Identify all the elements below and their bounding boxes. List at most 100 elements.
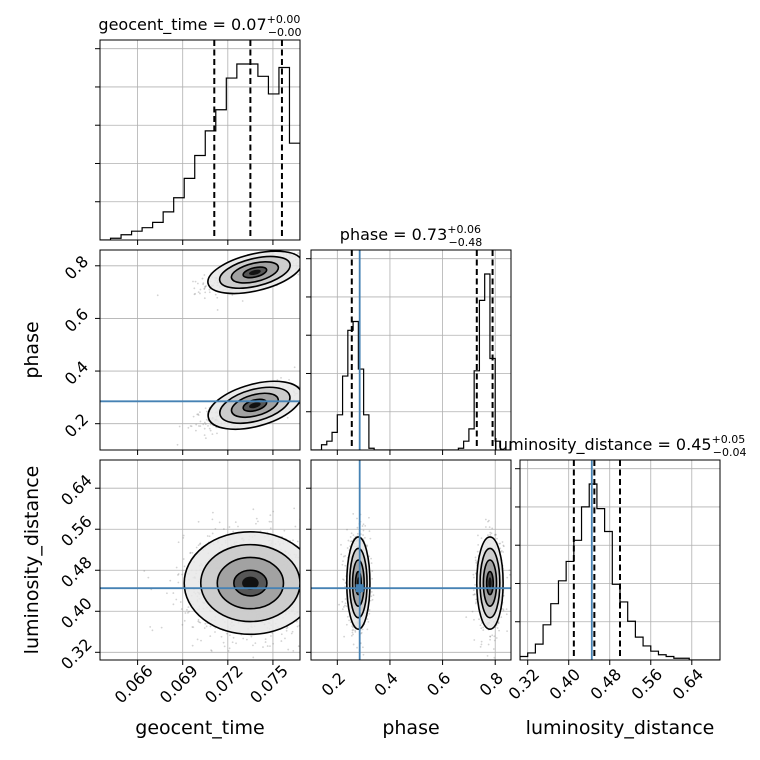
sample-point xyxy=(480,627,483,630)
contour-1 xyxy=(219,386,291,425)
sample-point xyxy=(328,567,330,569)
sample-point xyxy=(175,598,178,601)
sample-point xyxy=(181,573,183,576)
sample-point xyxy=(291,630,294,633)
sample-point xyxy=(307,576,309,578)
contour-3 xyxy=(233,569,268,597)
histogram-phase xyxy=(311,273,511,450)
contour-2 xyxy=(230,392,280,419)
sample-point xyxy=(344,564,347,567)
sample-point xyxy=(301,263,303,265)
sample-point xyxy=(502,544,505,547)
sample-point xyxy=(269,514,272,517)
sample-point xyxy=(211,532,214,535)
sample-point xyxy=(204,407,207,410)
sample-point xyxy=(293,366,296,369)
sample-point xyxy=(480,643,483,646)
sample-point xyxy=(269,635,272,637)
sample-point xyxy=(293,507,296,510)
sample-point xyxy=(497,622,500,624)
sample-point xyxy=(304,608,306,610)
sample-point xyxy=(211,511,214,514)
sample-point xyxy=(266,645,269,647)
histogram-geocent_time xyxy=(100,63,300,240)
sample-point xyxy=(354,630,357,633)
sample-point xyxy=(474,583,477,586)
sample-point xyxy=(234,521,237,524)
panel-frame xyxy=(99,39,301,241)
truth-lines xyxy=(311,460,511,660)
sample-point xyxy=(183,619,186,622)
sample-point xyxy=(203,627,206,629)
sample-point xyxy=(197,618,200,621)
scatter-panel-luminosity_distance_vs_geocent_time: 0.320.400.480.560.64 luminosity_distance xyxy=(21,459,336,674)
sample-point xyxy=(352,628,355,631)
sample-point xyxy=(370,595,373,598)
sample-point xyxy=(205,285,207,287)
sample-point xyxy=(276,379,279,381)
x-axis-label-geocent_time: geocent_time xyxy=(135,717,264,739)
contour-2 xyxy=(351,559,365,607)
sample-point xyxy=(194,292,197,295)
sample-point xyxy=(169,579,172,582)
density-peak xyxy=(488,577,492,589)
x-tick-label: 0.32 xyxy=(504,665,543,704)
sample-point xyxy=(508,569,511,572)
sample-point xyxy=(352,534,355,537)
sample-point xyxy=(316,603,318,605)
sample-point xyxy=(297,252,300,254)
y-axis-label: luminosity_distance xyxy=(21,466,43,655)
sample-point xyxy=(199,425,202,428)
sample-point xyxy=(366,628,369,631)
sample-point xyxy=(292,539,294,542)
sample-point xyxy=(478,618,480,621)
sample-point xyxy=(502,545,505,548)
sample-point xyxy=(500,616,503,618)
sample-point xyxy=(474,559,477,562)
y-tick-label: 0.64 xyxy=(57,471,96,510)
y-tick-label: 0.32 xyxy=(57,635,96,674)
sample-point xyxy=(334,583,336,585)
sample-point xyxy=(349,540,352,543)
sample-point xyxy=(193,293,196,296)
histogram-panel-geocent_time: geocent_time = 0.07+0.00 −0.00 xyxy=(95,13,302,245)
contour-3 xyxy=(354,570,363,596)
sample-point xyxy=(297,273,300,276)
sample-point xyxy=(177,541,180,544)
sample-point xyxy=(341,608,344,611)
sample-point xyxy=(172,592,175,594)
scatter-panel-phase_vs_geocent_time: 0.2 0.4 0.6 0.8 phase xyxy=(21,243,328,455)
sample-point xyxy=(472,573,475,576)
sample-point xyxy=(187,606,190,608)
sample-point xyxy=(345,605,348,608)
sample-point xyxy=(326,243,328,245)
sample-point xyxy=(326,573,328,575)
sample-point xyxy=(264,641,267,643)
contour-3 xyxy=(485,570,495,596)
sample-point xyxy=(222,528,225,530)
sample-point xyxy=(303,589,305,591)
sample-point xyxy=(338,603,340,606)
sample-point xyxy=(208,291,211,294)
sample-point xyxy=(232,530,235,533)
sample-point xyxy=(476,550,479,553)
sample-point xyxy=(490,532,493,535)
sample-point xyxy=(286,626,289,629)
sample-point xyxy=(369,537,372,540)
contour-3 xyxy=(242,266,268,279)
sample-point xyxy=(147,576,150,579)
sample-point xyxy=(346,528,348,531)
sample-point xyxy=(216,309,219,311)
sample-point xyxy=(347,539,350,542)
sample-point xyxy=(475,561,478,564)
sample-point xyxy=(472,593,475,596)
sample-point xyxy=(308,386,310,388)
sample-point xyxy=(280,633,283,636)
sample-point xyxy=(371,577,374,580)
sample-point xyxy=(505,608,508,611)
sample-point xyxy=(497,621,500,623)
sample-point xyxy=(371,598,374,601)
y-tick-label: 0.4 xyxy=(61,357,92,388)
sample-point xyxy=(301,378,303,380)
sample-point xyxy=(368,516,370,519)
